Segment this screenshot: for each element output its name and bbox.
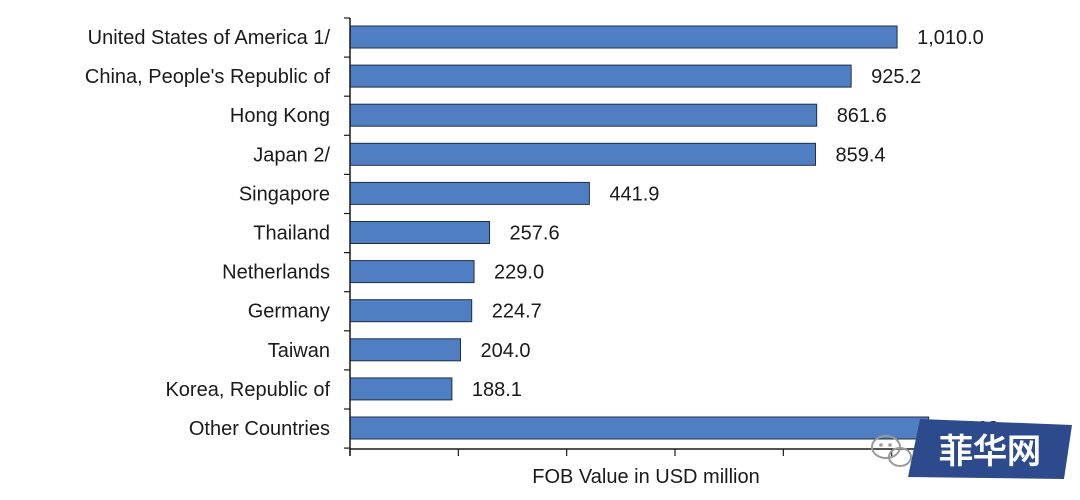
watermark: 菲华网 (858, 405, 1072, 487)
bar-2 (349, 103, 818, 127)
value-label-0: 1,010.0 (917, 27, 984, 49)
category-labels-group: United States of America 1/China, People… (85, 27, 331, 440)
bar-5 (349, 221, 491, 244)
value-label-1: 925.2 (871, 66, 921, 88)
value-label-2: 861.6 (837, 105, 887, 127)
category-label-9: Korea, Republic of (165, 379, 330, 401)
value-label-9: 188.1 (472, 379, 522, 401)
bars-group (349, 25, 930, 440)
value-label-8: 204.0 (481, 340, 531, 362)
bar-0 (349, 25, 898, 49)
wechat-icon (871, 435, 912, 467)
category-label-6: Netherlands (222, 262, 330, 284)
value-label-3: 859.4 (836, 144, 886, 166)
category-label-3: Japan 2/ (253, 144, 330, 166)
value-label-4: 441.9 (609, 183, 659, 205)
watermark-text: 菲华网 (939, 432, 1041, 472)
bar-6 (349, 260, 475, 284)
category-label-7: Germany (248, 301, 330, 323)
bar-10 (349, 416, 930, 440)
axes-group (344, 17, 1001, 456)
bar-7 (349, 299, 473, 323)
category-label-10: Other Countries (189, 418, 330, 440)
value-label-6: 229.0 (494, 262, 544, 284)
bar-4 (349, 181, 590, 205)
category-label-1: China, People's Republic of (85, 66, 331, 88)
value-label-7: 224.7 (492, 301, 542, 323)
category-label-0: United States of America 1/ (88, 27, 331, 49)
category-label-8: Taiwan (268, 340, 330, 362)
value-labels-group: 1,010.0 925.2 861.6 859.4 441.9 257.6 229.0 224… (472, 27, 1004, 440)
category-label-4: Singapore (239, 183, 330, 205)
watermark-badge (908, 419, 1072, 479)
bar-9 (349, 377, 453, 401)
category-label-2: Hong Kong (230, 105, 330, 127)
bar-8 (349, 338, 461, 362)
x-axis-title: FOB Value in USD million (532, 466, 759, 488)
bar-3 (349, 142, 817, 166)
category-label-5: Thailand (253, 223, 330, 245)
bar-1 (349, 64, 852, 88)
value-label-5: 257.6 (510, 223, 560, 245)
